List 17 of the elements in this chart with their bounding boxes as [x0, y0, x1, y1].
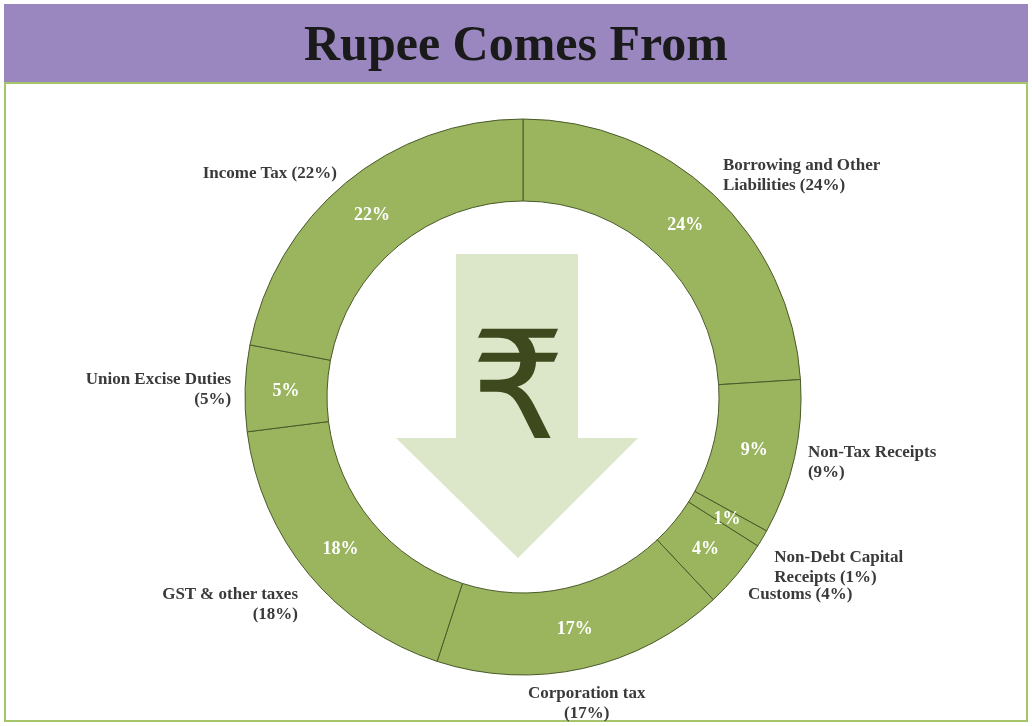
data-label: 18% — [322, 538, 359, 559]
slice-label: Income Tax (22%) — [202, 162, 337, 182]
data-label: 5% — [272, 379, 300, 400]
slice-label: GST & other taxes (18%) — [162, 583, 299, 623]
data-label: 22% — [353, 204, 390, 225]
slice-label: Non-Tax Receipts (9%) — [807, 441, 937, 481]
data-label: 24% — [667, 214, 704, 235]
data-label: 9% — [740, 438, 768, 459]
chart-title: Rupee Comes From — [4, 4, 1028, 82]
slice-label: Corporation tax (17%) — [527, 682, 646, 722]
data-label: 4% — [692, 538, 720, 559]
text: ₹ — [470, 299, 566, 473]
slice-label: Union Excise Duties (5%) — [85, 368, 232, 408]
slice-label: Borrowing and Other Liabilities (24%) — [722, 154, 881, 194]
data-label: 1% — [713, 507, 741, 528]
slice-label: Non-Debt Capital Receipts (1%) — [774, 546, 904, 586]
data-label: 17% — [556, 618, 593, 639]
